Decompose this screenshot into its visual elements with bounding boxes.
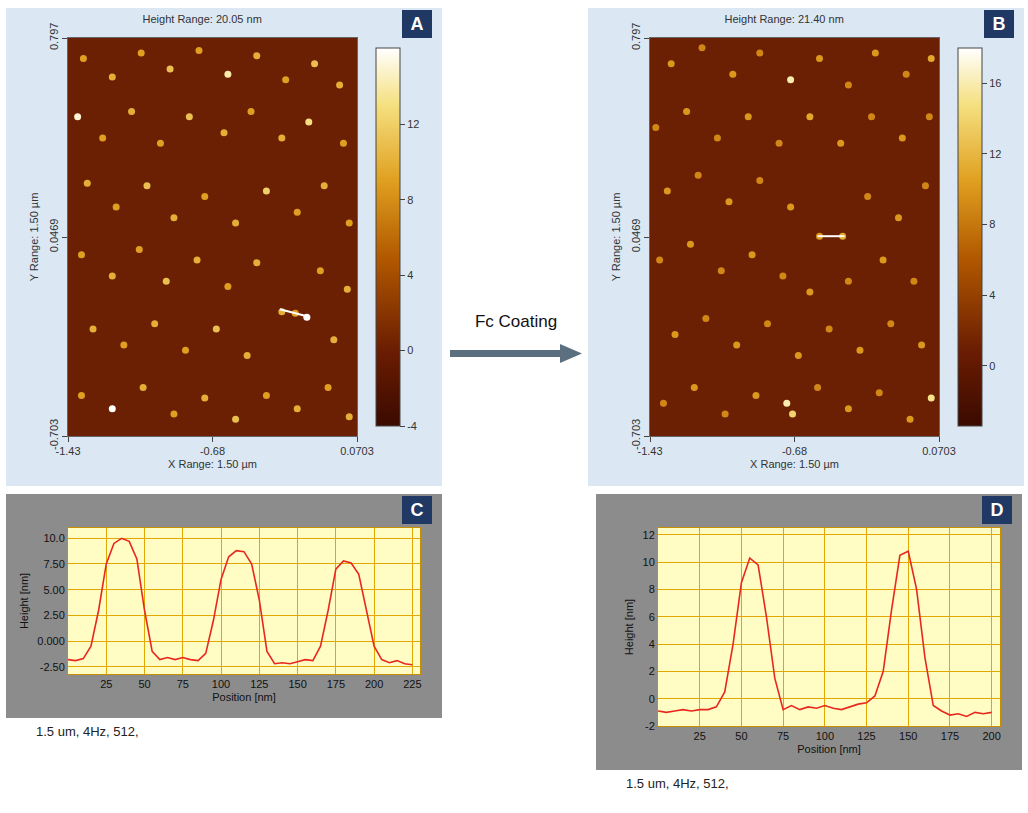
svg-text:8: 8 <box>989 218 995 230</box>
svg-text:Height Range: 20.05 nm: Height Range: 20.05 nm <box>143 13 262 25</box>
svg-text:50: 50 <box>138 678 150 690</box>
svg-text:0: 0 <box>407 344 413 356</box>
svg-text:75: 75 <box>177 678 189 690</box>
svg-text:12: 12 <box>643 529 655 541</box>
html-text:A: A <box>410 14 424 34</box>
svg-text:0.0703: 0.0703 <box>922 445 956 457</box>
svg-text:0.000: 0.000 <box>37 635 65 647</box>
svg-text:16: 16 <box>989 77 1001 89</box>
svg-text:100: 100 <box>212 678 230 690</box>
svg-text:100: 100 <box>816 730 834 742</box>
html-text:B: B <box>992 14 1006 34</box>
svg-text:0: 0 <box>649 693 655 705</box>
svg-text:225: 225 <box>403 678 421 690</box>
svg-text:25: 25 <box>100 678 112 690</box>
html-text:D: D <box>990 500 1004 520</box>
svg-text:X Range: 1.50 µm: X Range: 1.50 µm <box>750 458 839 470</box>
svg-text:Y Range: 1.50 µm: Y Range: 1.50 µm <box>610 193 622 282</box>
svg-text:0.797: 0.797 <box>48 23 60 51</box>
svg-text:Height [nm]: Height [nm] <box>18 573 30 629</box>
svg-text:10.0: 10.0 <box>43 532 64 544</box>
svg-text:Height Range: 21.40 nm: Height Range: 21.40 nm <box>725 13 844 25</box>
svg-text:4: 4 <box>649 638 655 650</box>
html-text:1.5 um, 4Hz, 512,: 1.5 um, 4Hz, 512, <box>36 724 139 739</box>
svg-text:175: 175 <box>941 730 959 742</box>
svg-text:125: 125 <box>250 678 268 690</box>
svg-text:10: 10 <box>643 556 655 568</box>
svg-text:4: 4 <box>989 289 995 301</box>
svg-text:6: 6 <box>649 611 655 623</box>
svg-text:Position [nm]: Position [nm] <box>212 691 276 703</box>
svg-text:175: 175 <box>327 678 345 690</box>
svg-text:2: 2 <box>649 665 655 677</box>
svg-text:0.0469: 0.0469 <box>48 219 60 253</box>
svg-text:0.0703: 0.0703 <box>340 445 374 457</box>
svg-text:7.50: 7.50 <box>43 558 64 570</box>
svg-text:Height [nm]: Height [nm] <box>623 599 635 655</box>
svg-text:-0.703: -0.703 <box>630 419 642 450</box>
svg-text:-0.68: -0.68 <box>200 445 225 457</box>
svg-text:0.0469: 0.0469 <box>630 219 642 253</box>
svg-text:2.50: 2.50 <box>43 609 64 621</box>
svg-text:200: 200 <box>982 730 1000 742</box>
svg-text:X Range: 1.50 µm: X Range: 1.50 µm <box>168 458 257 470</box>
svg-text:0.797: 0.797 <box>630 23 642 51</box>
svg-text:-2: -2 <box>645 720 655 732</box>
svg-text:-1.43: -1.43 <box>637 445 662 457</box>
svg-text:4: 4 <box>407 269 413 281</box>
svg-text:-0.68: -0.68 <box>782 445 807 457</box>
svg-text:50: 50 <box>735 730 747 742</box>
svg-text:0: 0 <box>989 360 995 372</box>
html-text:C: C <box>410 500 424 520</box>
svg-text:Position [nm]: Position [nm] <box>797 743 861 755</box>
svg-text:8: 8 <box>407 194 413 206</box>
html-text:Fc Coating: Fc Coating <box>474 312 558 331</box>
svg-text:12: 12 <box>989 148 1001 160</box>
html-text:1.5 um, 4Hz, 512,: 1.5 um, 4Hz, 512, <box>626 776 729 791</box>
svg-text:125: 125 <box>857 730 875 742</box>
svg-text:-2.50: -2.50 <box>40 661 65 673</box>
svg-text:200: 200 <box>365 678 383 690</box>
svg-text:150: 150 <box>288 678 306 690</box>
svg-text:8: 8 <box>649 583 655 595</box>
svg-text:12: 12 <box>407 118 419 130</box>
svg-text:5.00: 5.00 <box>43 584 64 596</box>
svg-text:25: 25 <box>694 730 706 742</box>
svg-text:75: 75 <box>777 730 789 742</box>
svg-text:-4: -4 <box>407 420 417 432</box>
svg-text:-1.43: -1.43 <box>55 445 80 457</box>
svg-text:-0.703: -0.703 <box>48 419 60 450</box>
svg-text:150: 150 <box>899 730 917 742</box>
svg-text:Y Range: 1.50 µm: Y Range: 1.50 µm <box>28 193 40 282</box>
